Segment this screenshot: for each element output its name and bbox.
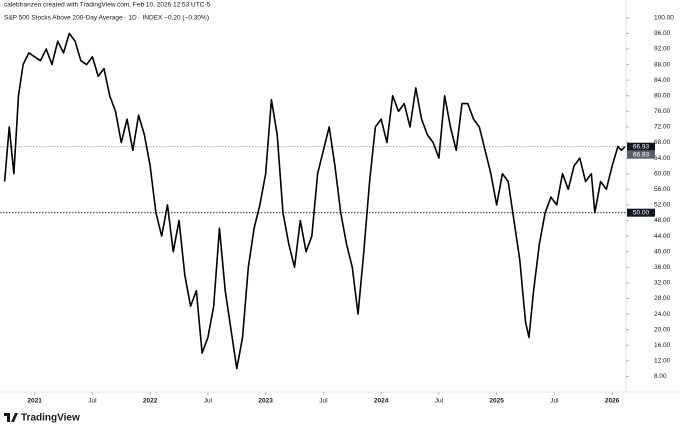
reference-label-box <box>627 208 655 217</box>
y-tick-label: 28.00 <box>654 295 671 302</box>
y-tick-label: 40.00 <box>654 248 671 255</box>
logo-text: TradingView <box>21 413 80 424</box>
y-tick-label: 64.00 <box>654 155 671 162</box>
logo-icon <box>4 413 18 422</box>
y-tick-label: 92.00 <box>654 46 671 53</box>
y-tick-label: 24.00 <box>654 311 671 318</box>
y-tick-label: 8.00 <box>654 373 667 380</box>
x-tick-label: 2026 <box>605 398 620 405</box>
x-tick-label: Jul <box>88 398 97 405</box>
y-tick-label: 72.00 <box>654 124 671 131</box>
last-value-label: 66.93 <box>633 143 650 150</box>
y-tick-label: 100.00 <box>654 15 674 22</box>
x-tick-label: Jul <box>435 398 444 405</box>
x-tick-label: 2025 <box>489 398 504 405</box>
x-tick-label: 2023 <box>258 398 273 405</box>
y-tick-label: 56.00 <box>654 186 671 193</box>
logo: TradingView <box>4 413 80 424</box>
y-tick-label: 32.00 <box>654 280 671 287</box>
y-tick-label: 52.00 <box>654 202 671 209</box>
reference-label: 50.00 <box>633 209 650 216</box>
y-tick-label: 36.00 <box>654 264 671 271</box>
last-value-label: 66.93 <box>633 151 650 158</box>
y-tick-label: 44.00 <box>654 233 671 240</box>
y-tick-label: 80.00 <box>654 92 671 99</box>
last-value-box <box>627 150 655 159</box>
x-tick-label: 2022 <box>143 398 158 405</box>
y-tick-label: 12.00 <box>654 358 671 365</box>
x-tick-label: 2024 <box>374 398 389 405</box>
chart-title: S&P 500 Stocks Above 200-Day Average · 1… <box>4 15 209 22</box>
y-tick-label: 96.00 <box>654 30 671 37</box>
y-tick-label: 76.00 <box>654 108 671 115</box>
y-tick-label: 88.00 <box>654 61 671 68</box>
x-tick-label: Jul <box>204 398 213 405</box>
y-tick-label: 68.00 <box>654 139 671 146</box>
x-tick-label: Jul <box>319 398 328 405</box>
y-tick-label: 16.00 <box>654 342 671 349</box>
last-value-box <box>627 142 655 151</box>
x-tick-label: Jul <box>550 398 559 405</box>
y-tick-label: 84.00 <box>654 77 671 84</box>
y-tick-label: 20.00 <box>654 326 671 333</box>
credit: calebfranzen created with TradingView.co… <box>4 2 211 9</box>
y-tick-label: 60.00 <box>654 170 671 177</box>
series-line <box>3 32 626 370</box>
y-tick-label: 48.00 <box>654 217 671 224</box>
x-tick-label: 2021 <box>27 398 42 405</box>
